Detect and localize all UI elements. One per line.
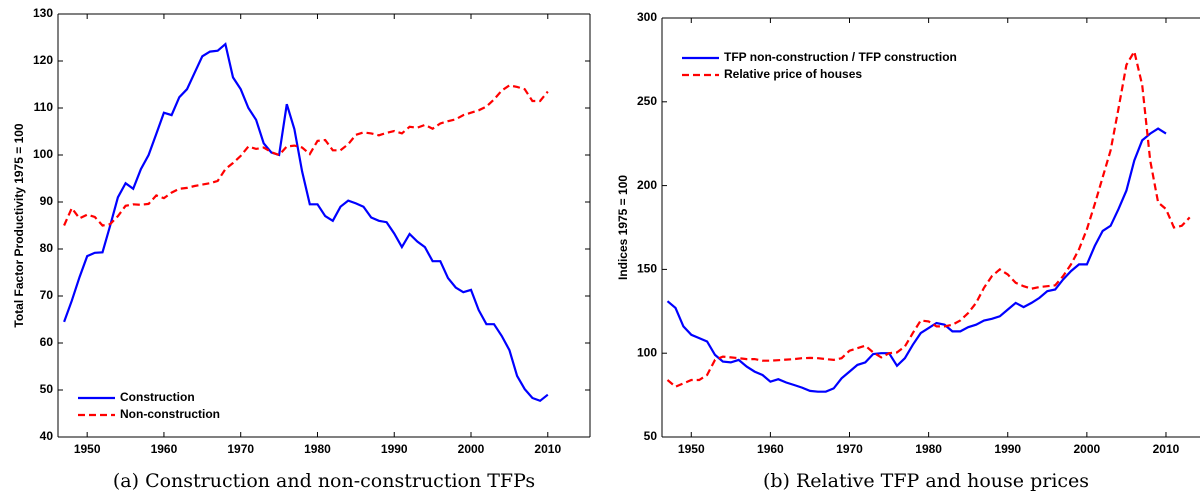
data-line — [666, 48, 1191, 388]
data-line — [63, 42, 549, 403]
y-tick-label: 80 — [40, 241, 54, 255]
y-axis-label: Total Factor Productivity 1975 = 100 — [12, 123, 26, 328]
y-tick-label: 120 — [33, 53, 53, 67]
x-tick-label: 1960 — [151, 442, 178, 456]
x-tick-label: 1990 — [381, 442, 408, 456]
x-tick-label: 1970 — [836, 442, 863, 456]
y-tick-label: 50 — [644, 429, 658, 443]
x-tick-label: 1970 — [227, 442, 254, 456]
y-axis-label: Indices 1975 = 100 — [616, 175, 630, 280]
legend-label: TFP non-construction / TFP construction — [724, 50, 957, 64]
legend-label: Relative price of houses — [724, 67, 862, 81]
x-tick-label: 2000 — [458, 442, 485, 456]
x-tick-label: 1990 — [994, 442, 1021, 456]
y-tick-label: 200 — [637, 178, 657, 192]
x-tick-label: 1950 — [74, 442, 101, 456]
data-line — [63, 84, 549, 227]
y-tick-label: 300 — [637, 10, 657, 24]
caption: (b) Relative TFP and house prices — [763, 470, 1089, 492]
legend-label: Non-construction — [120, 407, 220, 421]
x-tick-label: 1980 — [915, 442, 942, 456]
y-tick-label: 100 — [33, 147, 53, 161]
y-tick-label: 250 — [637, 94, 657, 108]
y-tick-label: 100 — [637, 345, 657, 359]
x-tick-label: 2000 — [1074, 442, 1101, 456]
legend-label: Construction — [120, 390, 195, 404]
y-tick-label: 110 — [34, 100, 54, 114]
y-tick-label: 60 — [40, 335, 54, 349]
caption: (a) Construction and non-construction TF… — [113, 470, 535, 492]
x-tick-label: 1950 — [678, 442, 705, 456]
y-tick-label: 50 — [40, 382, 54, 396]
y-tick-label: 150 — [637, 262, 657, 276]
data-line — [666, 127, 1167, 393]
x-tick-label: 2010 — [1153, 442, 1180, 456]
y-tick-label: 70 — [40, 288, 54, 302]
y-tick-label: 130 — [33, 6, 53, 20]
x-tick-label: 1980 — [304, 442, 331, 456]
x-tick-label: 2010 — [534, 442, 561, 456]
x-tick-label: 1960 — [757, 442, 784, 456]
y-tick-label: 40 — [40, 429, 54, 443]
y-tick-label: 90 — [40, 194, 54, 208]
